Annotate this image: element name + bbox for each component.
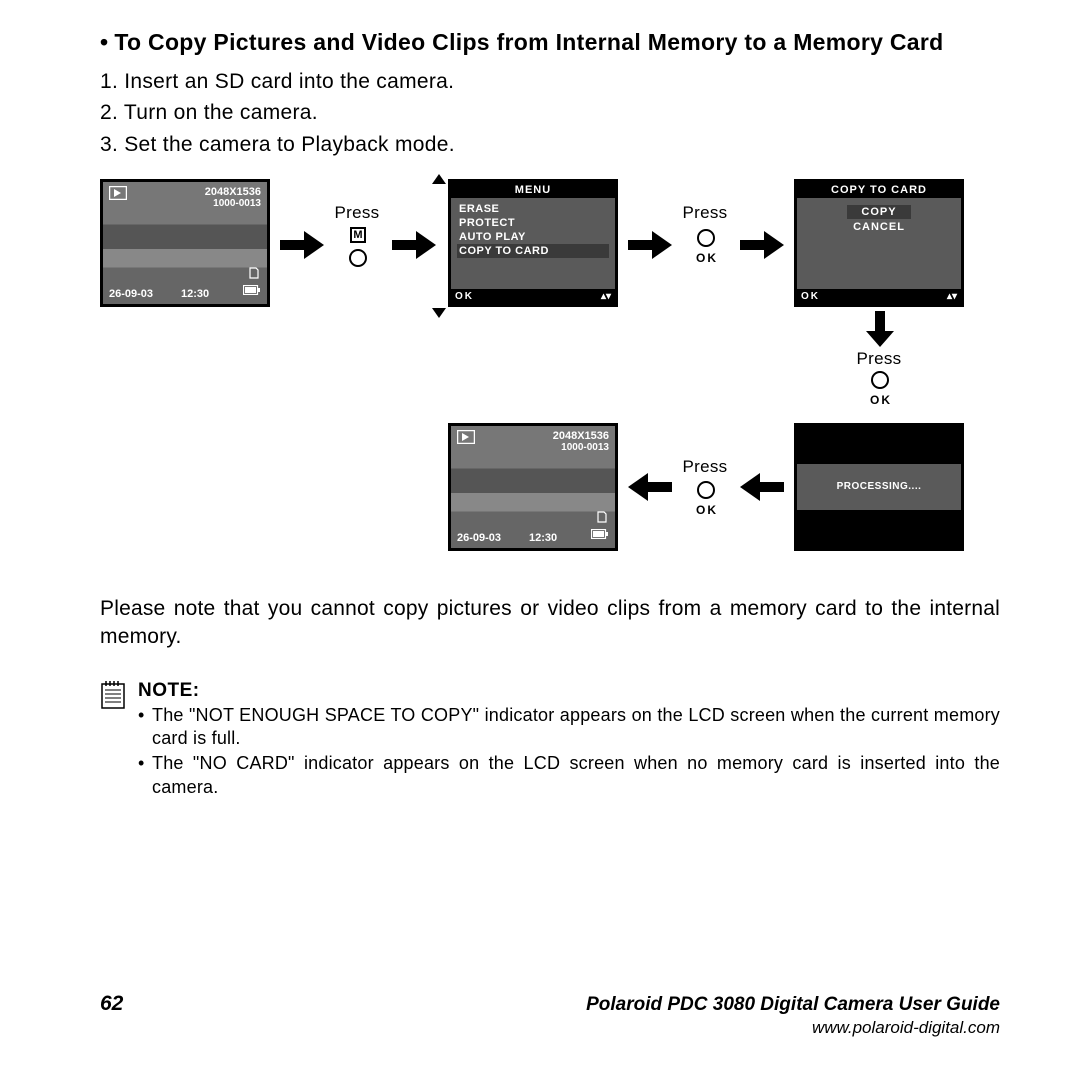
note-item-2: The "NO CARD" indicator appears on the L… bbox=[138, 752, 1000, 799]
menu-footer-ok: OK bbox=[455, 291, 474, 302]
date-text-2: 26-09-03 bbox=[457, 532, 501, 544]
press-label-4: Press bbox=[680, 457, 730, 477]
screen-playback-2: 2048X1536 1000-0013 26-09-03 12:30 bbox=[448, 423, 618, 551]
battery-icon-2 bbox=[591, 526, 609, 544]
screen-processing: PROCESSING.... bbox=[794, 423, 964, 551]
up-triangle-icon bbox=[432, 171, 446, 189]
note-block: NOTE: The "NOT ENOUGH SPACE TO COPY" ind… bbox=[100, 680, 1000, 800]
flow-diagram: 2048X1536 1000-0013 26-09-03 12:30 Press… bbox=[100, 171, 1000, 571]
arrow-left-1 bbox=[740, 473, 784, 501]
ok-circle-3 bbox=[871, 371, 889, 389]
processing-text: PROCESSING.... bbox=[797, 464, 961, 510]
arrow-right-1 bbox=[280, 231, 324, 259]
page-footer: 62 Polaroid PDC 3080 Digital Camera User… bbox=[100, 992, 1000, 1038]
copy-item-copy-selected: COPY bbox=[847, 205, 910, 219]
menu-item-protect: PROTECT bbox=[457, 216, 609, 230]
play-mode-icon bbox=[109, 186, 127, 200]
press-label-2: Press bbox=[680, 203, 730, 223]
arrow-down-1 bbox=[866, 311, 894, 347]
ok-circle-4 bbox=[697, 481, 715, 499]
guide-title: Polaroid PDC 3080 Digital Camera User Gu… bbox=[586, 994, 1000, 1016]
ok-circle-1 bbox=[349, 249, 367, 267]
note-item-1: The "NOT ENOUGH SPACE TO COPY" indicator… bbox=[138, 704, 1000, 751]
heading-text: To Copy Pictures and Video Clips from In… bbox=[114, 29, 943, 55]
ok-label-3: OK bbox=[864, 393, 898, 407]
menu-footer-arrows: ▴▾ bbox=[601, 291, 611, 302]
body-paragraph: Please note that you cannot copy picture… bbox=[100, 595, 1000, 652]
ok-label-4: OK bbox=[690, 503, 724, 517]
time-text-2: 12:30 bbox=[529, 532, 557, 544]
arrow-right-4 bbox=[740, 231, 784, 259]
counter-text-2: 1000-0013 bbox=[553, 442, 609, 453]
menu-item-copy-selected: COPY TO CARD bbox=[457, 244, 609, 258]
arrow-right-3 bbox=[628, 231, 672, 259]
notepad-icon bbox=[100, 680, 126, 800]
arrow-right-2 bbox=[392, 231, 436, 259]
step-1: 1. Insert an SD card into the camera. bbox=[100, 67, 1000, 96]
play-mode-icon-2 bbox=[457, 430, 475, 444]
screen-menu: MENU ERASE PROTECT AUTO PLAY COPY TO CAR… bbox=[448, 179, 618, 307]
screen-copy-menu: COPY TO CARD COPY CANCEL OK ▴▾ bbox=[794, 179, 964, 307]
menu-item-erase: ERASE bbox=[457, 202, 609, 216]
resolution-text: 2048X1536 bbox=[205, 186, 261, 198]
note-title: NOTE: bbox=[138, 680, 1000, 702]
resolution-text-2: 2048X1536 bbox=[553, 430, 609, 442]
date-text: 26-09-03 bbox=[109, 288, 153, 300]
menu-item-autoplay: AUTO PLAY bbox=[457, 230, 609, 244]
copy-title: COPY TO CARD bbox=[797, 182, 961, 198]
battery-icon bbox=[243, 282, 261, 300]
ok-circle-2 bbox=[697, 229, 715, 247]
press-label-1: Press bbox=[332, 203, 382, 223]
time-text: 12:30 bbox=[181, 288, 209, 300]
ok-label-2: OK bbox=[690, 251, 724, 265]
copy-footer-arrows: ▴▾ bbox=[947, 291, 957, 302]
copy-footer-ok: OK bbox=[801, 291, 820, 302]
arrow-left-2 bbox=[628, 473, 672, 501]
press-label-3: Press bbox=[854, 349, 904, 369]
m-button-icon: M bbox=[350, 227, 366, 243]
footer-url: www.polaroid-digital.com bbox=[100, 1018, 1000, 1038]
down-triangle-icon bbox=[432, 305, 446, 323]
page-number: 62 bbox=[100, 992, 123, 1016]
steps-list: 1. Insert an SD card into the camera. 2.… bbox=[100, 67, 1000, 159]
counter-text: 1000-0013 bbox=[205, 198, 261, 209]
step-2: 2. Turn on the camera. bbox=[100, 98, 1000, 127]
copy-item-cancel: CANCEL bbox=[807, 220, 951, 234]
menu-title: MENU bbox=[451, 182, 615, 198]
step-3: 3. Set the camera to Playback mode. bbox=[100, 130, 1000, 159]
section-heading: •To Copy Pictures and Video Clips from I… bbox=[100, 28, 1000, 57]
screen-playback-1: 2048X1536 1000-0013 26-09-03 12:30 bbox=[100, 179, 270, 307]
